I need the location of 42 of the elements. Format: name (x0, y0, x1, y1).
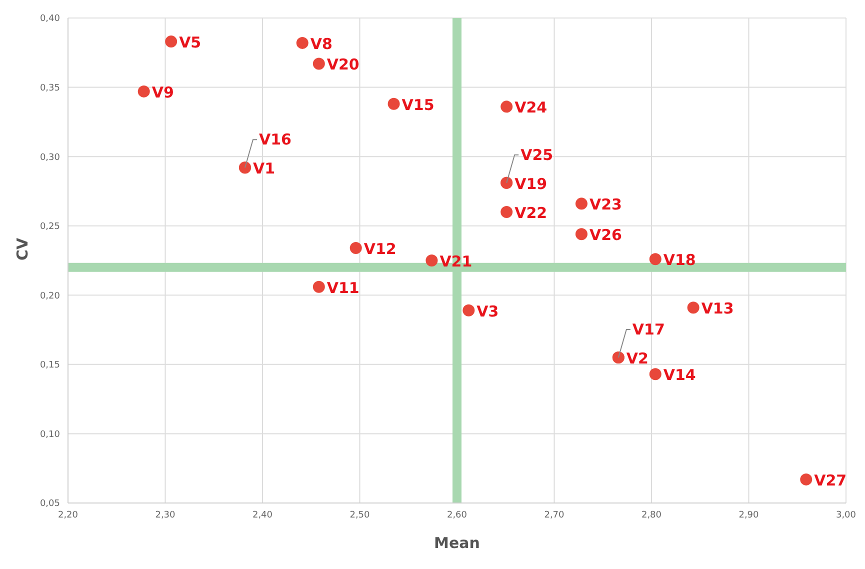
y-tick-label: 0,15 (40, 360, 60, 371)
y-tick-label: 0,35 (40, 83, 60, 94)
annotation: V15 (402, 96, 434, 114)
x-tick-label: 3,00 (836, 510, 856, 520)
annotation: V5 (179, 34, 202, 52)
annotation: V17 (632, 320, 665, 338)
y-tick-label: 0,20 (40, 291, 60, 302)
y-tick-label: 0,25 (40, 222, 60, 232)
annotation: V21 (440, 252, 472, 270)
y-tick-label: 0,40 (40, 14, 60, 24)
x-tick-label: 2,50 (350, 510, 370, 520)
x-tick-label: 2,70 (544, 510, 565, 520)
x-tick-label: 2,80 (641, 510, 662, 520)
annotation: V3 (476, 302, 499, 320)
annotation: V1 (252, 160, 276, 178)
annotation: V11 (326, 278, 360, 297)
annotation: V18 (663, 251, 696, 270)
y-tick-label: 0,05 (40, 499, 60, 510)
annotation: V19 (514, 174, 548, 193)
annotation: V14 (663, 366, 696, 384)
y-tick-label: 0,10 (40, 430, 60, 440)
annotation: V25 (520, 146, 554, 164)
x-tick-label: 2,40 (252, 510, 273, 520)
y-axis-title: CV (13, 237, 32, 260)
y-tick-label: 0,30 (40, 152, 60, 163)
annotation: V2 (626, 350, 648, 368)
annotation: V12 (364, 240, 396, 258)
annotation: V13 (701, 300, 734, 318)
annotation: V20 (326, 56, 360, 74)
x-tick-label: 2,30 (155, 510, 176, 520)
x-axis-title: Mean (434, 534, 480, 552)
annotation: V22 (514, 204, 548, 222)
annotation: V26 (589, 226, 622, 244)
x-tick-label: 2,60 (446, 510, 468, 520)
annotation: V16 (258, 130, 292, 149)
annotation: V27 (814, 471, 847, 490)
annotation: V9 (152, 83, 174, 102)
annotation: V23 (589, 196, 622, 214)
x-tick-label: 2,90 (738, 510, 760, 520)
annotation: V24 (514, 98, 548, 117)
x-tick-label: 2,20 (58, 510, 78, 520)
annotation: V8 (310, 34, 332, 53)
